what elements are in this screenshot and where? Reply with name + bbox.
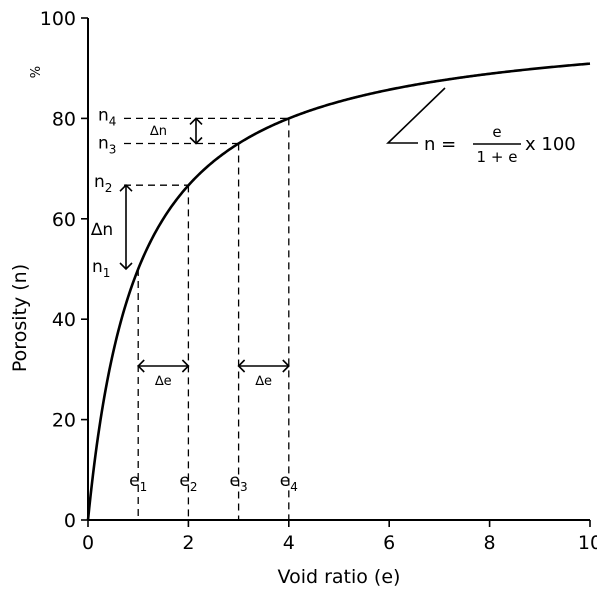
delta-n-small-arrow-down-head bbox=[189, 136, 203, 145]
equation-lhs: n = bbox=[424, 134, 456, 155]
equation-denominator: 1 + e bbox=[477, 148, 518, 166]
equation-leader-line bbox=[386, 87, 446, 144]
delta-n-arrow-down-head bbox=[119, 262, 133, 271]
e-label-3: e3 bbox=[230, 471, 248, 494]
delta-e-arrow-left-head-a bbox=[137, 359, 145, 373]
x-axis-title: Void ratio (e) bbox=[278, 566, 401, 588]
delta-e-arrow-left-head-b bbox=[237, 359, 246, 373]
y-tick-label: 40 bbox=[52, 309, 76, 331]
delta-n-label-left: ∆n bbox=[90, 220, 113, 240]
x-tick-label: 8 bbox=[484, 532, 496, 554]
delta-n-label-top: ∆n bbox=[149, 124, 167, 139]
y-axis-title: Porosity (n) bbox=[9, 264, 31, 372]
x-tick-label: 4 bbox=[283, 532, 295, 554]
delta-e-label-b: ∆e bbox=[254, 374, 272, 389]
equation-suffix: x 100 bbox=[525, 134, 576, 155]
n-label-1: n1 bbox=[92, 257, 110, 280]
x-tick-label: 6 bbox=[383, 532, 395, 554]
delta-e-arrow-right-head-a bbox=[181, 359, 190, 373]
delta-n-arrow-up-head bbox=[119, 184, 133, 192]
x-tick-label: 2 bbox=[182, 532, 194, 554]
y-tick-label: 60 bbox=[52, 209, 76, 231]
y-tick-label: 0 bbox=[64, 510, 76, 532]
e-label-4: e4 bbox=[280, 471, 298, 494]
n-label-3: n3 bbox=[98, 134, 116, 157]
n-label-2: n2 bbox=[94, 172, 112, 195]
y-axis-unit: % bbox=[29, 66, 44, 78]
n-label-4: n4 bbox=[98, 105, 116, 128]
delta-e-label-a: ∆e bbox=[154, 374, 172, 389]
y-tick-label: 20 bbox=[52, 410, 76, 432]
e-label-2: e2 bbox=[179, 471, 197, 494]
x-tick-label: 0 bbox=[82, 532, 94, 554]
e-label-1: e1 bbox=[129, 471, 147, 494]
x-tick-label: 10 bbox=[578, 532, 597, 554]
delta-n-small-arrow-up-head bbox=[189, 117, 203, 125]
porosity-curve bbox=[86, 62, 591, 521]
equation-numerator: e bbox=[492, 123, 501, 141]
y-tick-label: 80 bbox=[52, 108, 76, 130]
delta-e-arrow-right-head-b bbox=[282, 359, 290, 373]
y-tick-label: 100 bbox=[40, 8, 76, 30]
